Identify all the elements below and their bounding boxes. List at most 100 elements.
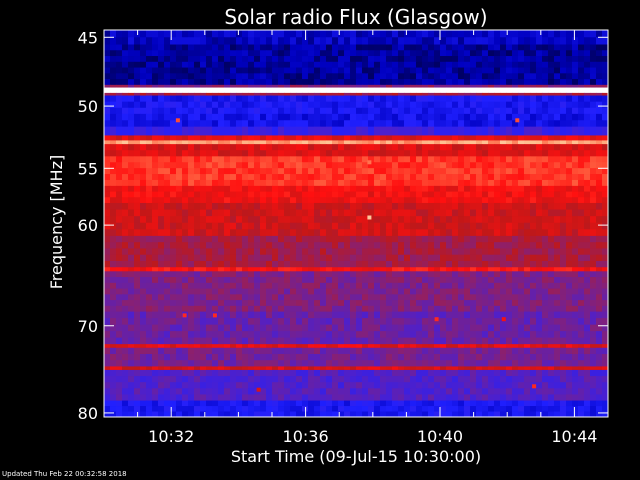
heatmap-cell <box>302 235 309 243</box>
heatmap-cell <box>338 254 345 262</box>
heatmap-cell <box>266 344 273 349</box>
heatmap-cell <box>182 79 189 86</box>
heatmap-cell <box>596 254 603 262</box>
heatmap-cell <box>506 347 513 355</box>
heatmap-cell <box>416 126 423 136</box>
heatmap-cell <box>494 191 501 198</box>
heatmap-cell <box>380 369 387 377</box>
heatmap-cell <box>242 311 249 319</box>
heatmap-cell <box>284 311 291 319</box>
heatmap-cell <box>392 56 399 63</box>
heatmap-cell <box>386 331 393 339</box>
heatmap-cell <box>170 191 177 198</box>
heatmap-cell <box>320 191 327 198</box>
heatmap-cell <box>152 366 159 371</box>
heatmap-cell <box>236 222 243 230</box>
heatmap-cell <box>452 305 459 313</box>
heatmap-cell <box>374 318 381 326</box>
heatmap-cell <box>302 44 309 51</box>
heatmap-cell <box>512 37 519 45</box>
heatmap-cell <box>272 337 279 345</box>
heatmap-cell <box>584 101 591 109</box>
heatmap-cell <box>272 369 279 377</box>
heatmap-cell <box>518 37 525 45</box>
heatmap-cell <box>416 61 423 68</box>
heatmap-cell <box>182 92 189 96</box>
heatmap-cell <box>416 56 423 63</box>
heatmap-cell <box>416 113 423 121</box>
heatmap-cell <box>260 56 267 63</box>
heatmap-cell <box>182 222 189 230</box>
heatmap-cell <box>206 324 213 332</box>
heatmap-cell <box>566 294 573 301</box>
heatmap-cell <box>272 113 279 121</box>
heatmap-cell <box>590 61 597 68</box>
heatmap-cell <box>494 235 501 243</box>
heatmap-cell <box>308 37 315 45</box>
heatmap-cell <box>182 179 189 187</box>
heatmap-cell <box>596 101 603 109</box>
heatmap-cell <box>236 197 243 204</box>
heatmap-cell <box>278 156 285 163</box>
heatmap-cell <box>140 267 147 272</box>
heatmap-cell <box>230 179 237 187</box>
heatmap-cell <box>374 67 381 74</box>
heatmap-cell <box>266 174 273 181</box>
heatmap-cell <box>188 248 195 256</box>
heatmap-cell <box>164 73 171 80</box>
heatmap-cell <box>548 144 555 151</box>
heatmap-cell <box>446 248 453 256</box>
heatmap-cell <box>164 168 171 175</box>
heatmap-cell <box>380 248 387 256</box>
heatmap-cell <box>266 202 273 210</box>
heatmap-cell <box>386 30 393 38</box>
heatmap-cell <box>458 242 465 249</box>
heatmap-cell <box>584 202 591 210</box>
heatmap-cell <box>548 92 555 96</box>
heatmap-cell <box>458 67 465 74</box>
heatmap-cell <box>428 209 435 217</box>
heatmap-cell <box>542 73 549 80</box>
heatmap-cell <box>560 197 567 204</box>
heatmap-cell <box>578 174 585 181</box>
heatmap-cell <box>158 135 165 141</box>
heatmap-cell <box>386 150 393 157</box>
heatmap-cell <box>278 235 285 243</box>
heatmap-cell <box>404 353 411 361</box>
heatmap-cell <box>590 120 597 128</box>
heatmap-cell <box>344 140 351 145</box>
heatmap-cell <box>452 140 459 145</box>
heatmap-cell <box>104 209 111 217</box>
heatmap-cell <box>290 67 297 74</box>
heatmap-cell <box>404 360 411 367</box>
heatmap-cell <box>248 156 255 163</box>
heatmap-cell <box>452 277 459 284</box>
heatmap-cell <box>284 37 291 45</box>
heatmap-cell <box>296 222 303 230</box>
heatmap-cell <box>290 79 297 86</box>
heatmap-cell <box>332 144 339 151</box>
heatmap-cell <box>470 140 477 145</box>
heatmap-cell <box>272 360 279 367</box>
heatmap-cell <box>146 248 153 256</box>
heatmap-cell <box>524 305 531 313</box>
heatmap-cell <box>278 185 285 192</box>
heatmap-cell <box>572 271 579 278</box>
heatmap-cell <box>476 197 483 204</box>
heatmap-cell <box>596 311 603 319</box>
heatmap-cell <box>320 331 327 339</box>
heatmap-cell <box>512 79 519 86</box>
heatmap-cell <box>164 369 171 377</box>
heatmap-cell <box>302 191 309 198</box>
heatmap-cell <box>542 360 549 367</box>
heatmap-cell <box>218 366 225 371</box>
heatmap-cell <box>338 197 345 204</box>
heatmap-cell <box>494 369 501 377</box>
heatmap-cell <box>458 113 465 121</box>
heatmap-cell <box>500 271 507 278</box>
heatmap-cell <box>398 235 405 243</box>
heatmap-cell <box>602 179 609 187</box>
heatmap-cell <box>488 107 495 115</box>
heatmap-cell <box>230 107 237 115</box>
heatmap-cell <box>206 191 213 198</box>
